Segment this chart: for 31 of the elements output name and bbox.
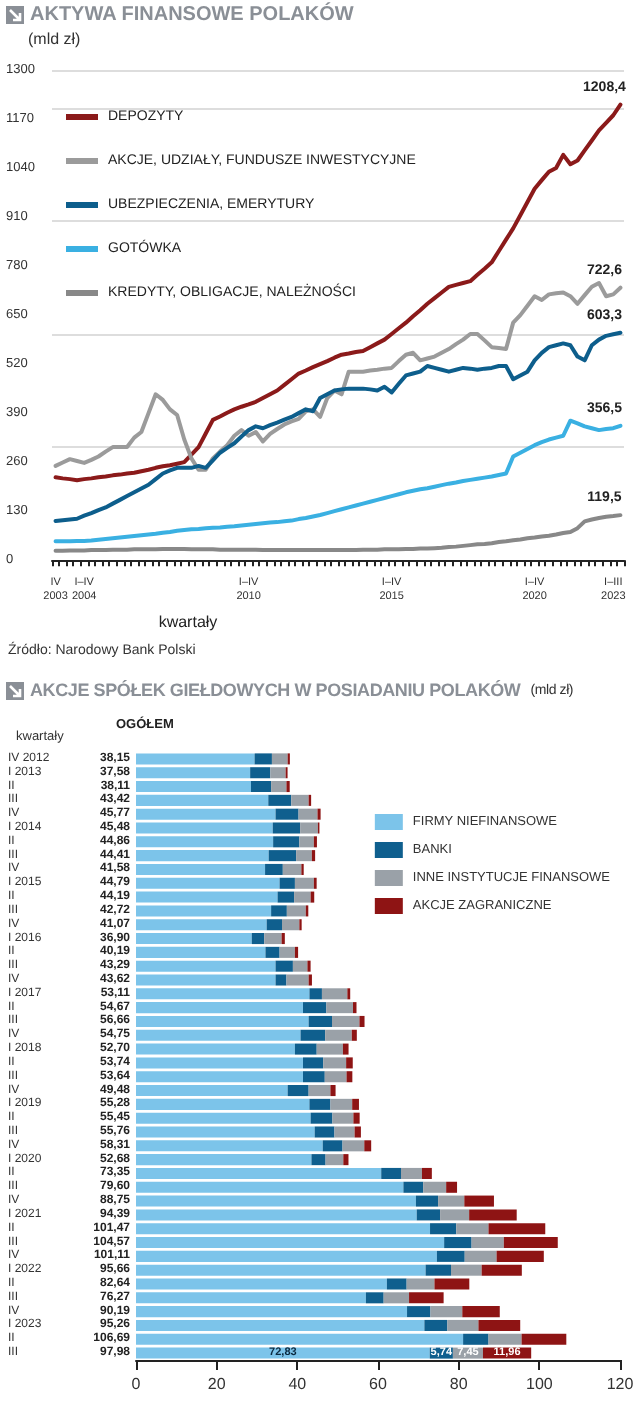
chart-title: AKCJE SPÓŁEK GIEŁDOWYCH W POSIADANIU POLAKÓW xyxy=(30,680,521,700)
bar xyxy=(421,1167,432,1179)
bar xyxy=(359,1015,365,1027)
bar xyxy=(463,1333,489,1345)
bar xyxy=(365,1292,384,1304)
x-tick-label: 100 xyxy=(525,1375,554,1393)
x-tick-label: 0 xyxy=(131,1375,142,1393)
chart-subtitle: (mld zł) xyxy=(28,30,81,48)
bar xyxy=(400,1167,422,1179)
bar xyxy=(325,1154,344,1166)
bar xyxy=(364,1140,372,1152)
bar xyxy=(381,1167,401,1179)
line-series xyxy=(53,102,623,483)
line-series xyxy=(53,281,623,472)
chart-title: AKTYWA FINANSOWE POLAKÓW xyxy=(30,4,354,26)
x-tick-label: 120 xyxy=(606,1375,635,1393)
bar xyxy=(446,1181,458,1193)
x-tick-label: 40 xyxy=(288,1375,308,1393)
bar xyxy=(343,1154,349,1166)
x-axis-title: kwartały xyxy=(158,613,218,631)
bar xyxy=(351,1029,357,1041)
line-series xyxy=(53,330,623,523)
line-series xyxy=(53,513,623,553)
bar xyxy=(488,1333,522,1345)
x-tick-label: 20 xyxy=(207,1375,227,1393)
bar xyxy=(330,1085,336,1097)
bar xyxy=(251,933,265,945)
x-tick-label: 80 xyxy=(449,1375,469,1393)
bar xyxy=(386,1278,407,1290)
line-series xyxy=(53,418,623,544)
x-tick-label: 60 xyxy=(369,1375,388,1393)
